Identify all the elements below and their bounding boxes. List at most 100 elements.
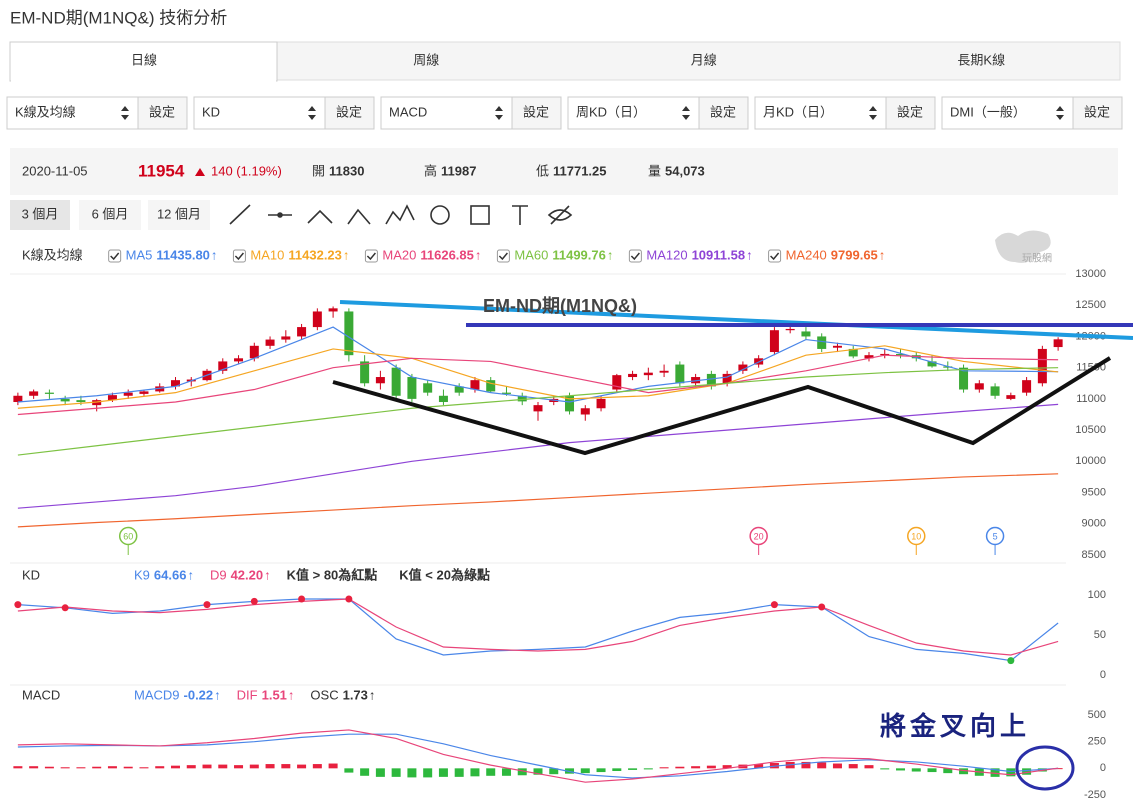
tool-circle[interactable] bbox=[430, 205, 450, 225]
candle-body bbox=[486, 380, 496, 392]
series-line bbox=[17, 354, 1059, 416]
signal-marker bbox=[985, 526, 1005, 546]
range-button[interactable] bbox=[10, 200, 70, 230]
checkbox[interactable] bbox=[496, 249, 510, 263]
range-button[interactable] bbox=[148, 200, 210, 230]
legend-value: 10911.58 bbox=[692, 247, 746, 262]
selector[interactable]: 周KD（日） 設定 bbox=[567, 96, 749, 130]
quote-field-label: 開 bbox=[312, 163, 325, 178]
quote-price: 11954 bbox=[138, 161, 185, 180]
selector[interactable]: KD 設定 bbox=[193, 96, 375, 130]
selector-label: DMI（一般） bbox=[950, 104, 1026, 119]
candle-body bbox=[738, 364, 748, 371]
tool-wave[interactable] bbox=[385, 204, 415, 225]
series-line bbox=[17, 403, 1059, 509]
drawing-tools bbox=[229, 204, 573, 225]
legend-trend: ↑ bbox=[343, 247, 350, 262]
tool-text[interactable] bbox=[512, 205, 528, 225]
tool-angle[interactable] bbox=[307, 209, 333, 224]
osc-bar bbox=[218, 764, 228, 769]
tool-rect[interactable] bbox=[470, 205, 490, 225]
settings-button[interactable] bbox=[1072, 96, 1123, 130]
settings-label: 設定 bbox=[710, 104, 736, 119]
osc-bar bbox=[927, 768, 937, 773]
tab-active-bg bbox=[9, 41, 278, 82]
osc-bar bbox=[107, 766, 117, 769]
selector-label: K線及均線 bbox=[15, 104, 76, 119]
legend-value: -0.22 bbox=[184, 687, 214, 702]
settings-button[interactable] bbox=[698, 96, 749, 130]
selector-arrows bbox=[869, 106, 877, 120]
range-label: 12 個月 bbox=[157, 206, 201, 221]
tool-hide[interactable] bbox=[547, 205, 573, 225]
tab[interactable]: 長期K線 bbox=[957, 52, 1005, 67]
osc-bar bbox=[675, 766, 685, 769]
range-button[interactable] bbox=[79, 200, 141, 230]
tab[interactable]: 日線 bbox=[9, 41, 278, 82]
osc-bar bbox=[454, 768, 464, 777]
checkbox[interactable] bbox=[232, 249, 246, 263]
tool-abc[interactable] bbox=[347, 208, 371, 225]
candle-body bbox=[407, 377, 417, 399]
settings-button[interactable] bbox=[885, 96, 936, 130]
checkbox[interactable] bbox=[364, 249, 378, 263]
legend-value: 64.66 bbox=[154, 567, 187, 582]
legend-note: K值 > 80為紅點 bbox=[287, 567, 378, 582]
osc-bar bbox=[375, 768, 385, 777]
annotation-text: 將金叉向上 bbox=[880, 711, 1030, 742]
selector[interactable]: MACD 設定 bbox=[380, 96, 562, 130]
y-tick-label: -250 bbox=[1084, 789, 1106, 801]
y-tick-label: 0 bbox=[1100, 762, 1106, 774]
candle-body bbox=[312, 311, 322, 328]
settings-label: 設定 bbox=[523, 104, 549, 119]
quote-date: 2020-11-05 bbox=[22, 163, 88, 178]
osc-bar bbox=[202, 764, 212, 769]
candle-body bbox=[29, 391, 39, 396]
legend-value: 1.73 bbox=[343, 687, 368, 702]
candle-body bbox=[864, 355, 874, 359]
checkbox[interactable] bbox=[768, 249, 782, 263]
y-tick-label: 100 bbox=[1088, 589, 1106, 601]
tool-hline[interactable] bbox=[268, 212, 292, 218]
candle-body bbox=[139, 391, 149, 394]
tab[interactable]: 月線 bbox=[691, 52, 717, 67]
settings-button[interactable] bbox=[511, 96, 562, 130]
osc-bar bbox=[691, 766, 701, 769]
candle-body bbox=[722, 373, 732, 384]
legend-title: MACD bbox=[22, 687, 60, 702]
tab-label: 月線 bbox=[691, 52, 717, 67]
candle-body bbox=[927, 361, 937, 367]
candle-body bbox=[234, 358, 244, 362]
osc-bar bbox=[722, 765, 732, 769]
candle-body bbox=[438, 395, 448, 403]
candle-body bbox=[60, 398, 70, 402]
logo: 玩股網 bbox=[995, 230, 1052, 265]
y-tick-label: 8500 bbox=[1082, 549, 1106, 561]
osc-bar bbox=[943, 768, 953, 774]
tool-line[interactable] bbox=[229, 204, 251, 225]
selector[interactable]: DMI（一般） 設定 bbox=[941, 96, 1123, 130]
signal-label: 5 bbox=[993, 531, 998, 541]
selector[interactable]: 月KD（日） 設定 bbox=[754, 96, 936, 130]
tab-label: 日線 bbox=[131, 52, 157, 67]
candle-body bbox=[328, 308, 338, 312]
tab[interactable]: 周線 bbox=[413, 52, 439, 67]
kd-dot bbox=[203, 601, 211, 609]
range-label: 6 個月 bbox=[92, 206, 129, 221]
selector[interactable]: K線及均線 設定 bbox=[6, 96, 188, 130]
candle-body bbox=[880, 353, 890, 356]
settings-button[interactable] bbox=[137, 96, 188, 130]
user-drawings: EM-ND期(M1NQ&) 將金叉向上 bbox=[332, 296, 1133, 791]
osc-bar bbox=[265, 764, 275, 769]
osc-bar bbox=[360, 768, 370, 776]
quote-field-value: 11987 bbox=[441, 163, 476, 178]
osc-bar bbox=[13, 766, 23, 769]
settings-button[interactable] bbox=[324, 96, 375, 130]
legend-name: MA5 bbox=[126, 247, 153, 262]
legend-trend: ↑ bbox=[746, 247, 753, 262]
legend-value: 11432.23 bbox=[288, 247, 342, 262]
checkbox[interactable] bbox=[628, 249, 642, 263]
series-line bbox=[17, 598, 1059, 656]
legend-value: 42.20 bbox=[231, 567, 264, 582]
checkbox[interactable] bbox=[108, 249, 122, 263]
